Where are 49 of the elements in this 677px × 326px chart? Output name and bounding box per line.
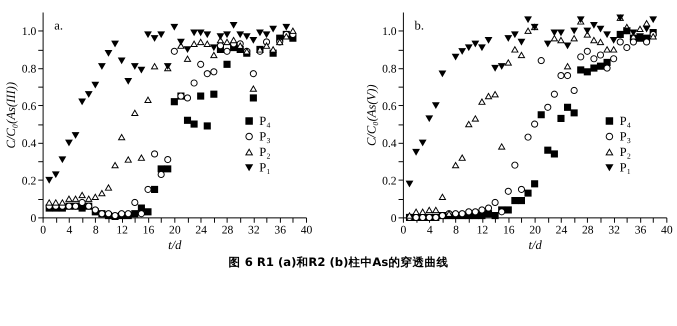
caption: 图 6 R1 (a)和R2 (b)柱中As的穿透曲线	[228, 254, 448, 269]
x-tick-label: 36	[634, 223, 646, 236]
y-tick-label: 0.6	[382, 100, 397, 113]
y-tick-label: 0.8	[22, 62, 37, 76]
annotation: a.	[54, 18, 63, 33]
y-tick-label: 0	[30, 212, 37, 225]
y-tick-label: 1.0	[382, 25, 397, 38]
y-tick-label: 0.2	[22, 174, 37, 188]
x-tick-label: 16	[502, 223, 515, 236]
x-tick-label: 16	[142, 223, 154, 236]
x-tick-label: 0	[400, 223, 406, 236]
y-tick-label: 0.6	[22, 100, 37, 113]
x-tick-label: 8	[92, 223, 99, 236]
legend-label: P₂	[620, 144, 631, 159]
x-tick-label: 32	[248, 223, 260, 236]
annotation: b.	[414, 18, 424, 33]
x-tick-label: 24	[556, 223, 568, 236]
y-tick-label: 0.8	[382, 62, 397, 76]
legend-label: P₁	[620, 160, 631, 174]
x-axis-title: t/d	[168, 238, 182, 252]
x-tick-label: 4	[426, 223, 433, 236]
x-tick-label: 20	[169, 223, 181, 236]
x-tick-label: 36	[274, 223, 286, 236]
x-tick-label: 28	[222, 223, 234, 236]
x-tick-label: 20	[529, 223, 542, 236]
y-axis-title: C/C₀(As(III))	[4, 82, 18, 148]
y-tick-label: 0	[390, 212, 397, 225]
x-tick-label: 28	[582, 223, 594, 236]
legend-label: P₂	[259, 144, 271, 159]
x-tick-label: 0	[40, 223, 46, 236]
legend-label: P₄	[259, 114, 271, 128]
x-tick-label: 40	[300, 223, 313, 236]
y-tick-label: 0.4	[382, 137, 397, 150]
x-tick-label: 4	[66, 223, 73, 236]
x-tick-label: 12	[116, 223, 128, 236]
x-tick-label: 12	[476, 223, 488, 236]
x-tick-label: 32	[608, 223, 620, 236]
y-tick-label: 1.0	[22, 25, 37, 38]
y-tick-label: 0.2	[382, 174, 397, 188]
x-axis-title: t/d	[528, 238, 542, 252]
legend-label: P₃	[259, 129, 271, 144]
legend-label: P₄	[620, 114, 631, 128]
y-axis-title: C/C₀(As(V))	[364, 84, 378, 146]
x-tick-label: 8	[453, 223, 460, 236]
x-tick-label: 24	[195, 223, 208, 236]
legend-label: P₁	[259, 160, 271, 174]
x-tick-label: 40	[661, 223, 673, 236]
y-tick-label: 0.4	[22, 137, 37, 150]
legend-label: P₃	[620, 129, 631, 144]
